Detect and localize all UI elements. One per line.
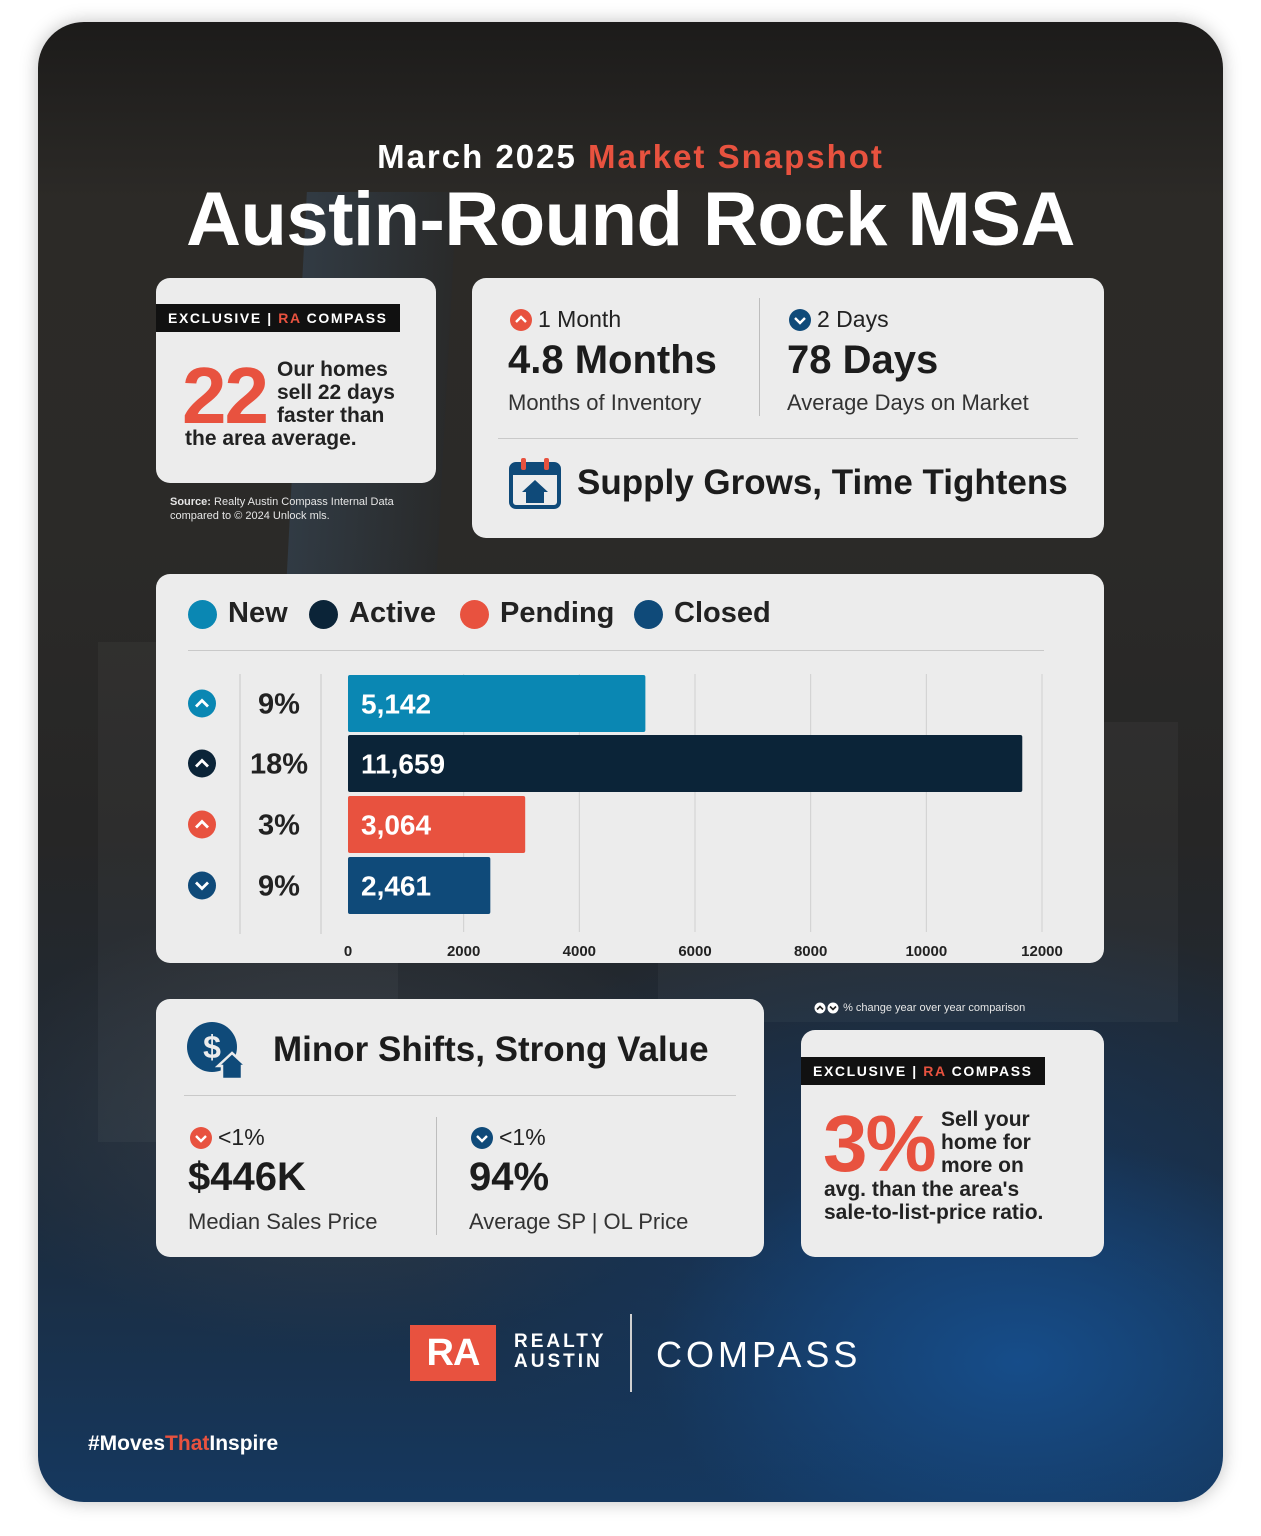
legend-pending-label: Pending — [500, 597, 615, 629]
card-divider — [184, 1095, 736, 1096]
sp-ol-label: Average SP | OL Price — [469, 1209, 689, 1234]
x-tick-label: 8000 — [794, 943, 827, 960]
infographic-poster: March 2025 Market Snapshot Austin-Round … — [38, 22, 1223, 1502]
x-tick-label: 4000 — [563, 943, 596, 960]
bar-value-label: 11,659 — [361, 749, 445, 780]
price-change: <1% — [190, 1123, 265, 1151]
legend-new-label: New — [228, 597, 288, 629]
down-arrow-icon — [789, 308, 811, 331]
realty-austin-logo-text: REALTY AUSTIN — [514, 1331, 607, 1372]
arrow-glyph — [195, 881, 209, 891]
bar-new — [348, 675, 646, 732]
dollar-house-icon: $ — [187, 1022, 250, 1081]
days-faster-number: 22 — [182, 351, 269, 440]
legend-pending-dot — [460, 600, 489, 629]
inventory-change: 1 Month — [510, 305, 621, 333]
calendar-house-icon — [509, 458, 561, 509]
page-subtitle: March 2025 Market Snapshot — [38, 138, 1223, 176]
date-label: March 2025 — [377, 138, 577, 175]
legend-active-dot — [309, 600, 338, 629]
bar-value-label: 3,064 — [361, 810, 431, 841]
arrow-glyph — [195, 758, 209, 768]
median-price-value: $446K — [188, 1155, 306, 1199]
dom-value: 78 Days — [787, 338, 939, 382]
svg-text:$: $ — [203, 1029, 221, 1065]
logo-divider — [630, 1314, 632, 1392]
days-faster-text: Our homes sell 22 days faster than — [277, 358, 395, 427]
change-percent: 9% — [258, 689, 300, 721]
dom-label: Average Days on Market — [787, 390, 1029, 415]
up-down-arrow-icon — [814, 1002, 839, 1014]
compass-logo: COMPASS — [656, 1334, 862, 1375]
up-arrow-icon — [188, 749, 216, 778]
stat-divider — [759, 298, 760, 416]
change-percent: 9% — [258, 871, 300, 903]
inventory-value: 4.8 Months — [508, 338, 717, 382]
change-percent: 18% — [250, 749, 308, 781]
exclusive-ratio-card: EXCLUSIVE | RA COMPASS 3% Sell your home… — [801, 1030, 1104, 1257]
bar-active — [348, 735, 1023, 792]
change-percent: 3% — [258, 810, 300, 842]
days-faster-text-tail: the area average. — [185, 427, 357, 450]
yoy-note: % change year over year comparison — [814, 1002, 1025, 1014]
ratio-change: <1% — [471, 1123, 546, 1151]
card-divider — [498, 438, 1078, 439]
arrow-glyph — [195, 698, 209, 708]
page-title: Austin-Round Rock MSA — [186, 177, 1075, 262]
bar-value-label: 2,461 — [361, 871, 431, 902]
down-arrow-icon — [188, 871, 216, 900]
bar-closed — [348, 857, 491, 914]
legend-new-dot — [188, 600, 217, 629]
value-card: $ Minor Shifts, Strong Value <1% $446K M… — [156, 999, 764, 1257]
legend-closed-dot — [634, 600, 663, 629]
bar-chart: 0 2000 4000 6000 8000 10000 12000 9% 5,142 18% 11,… — [188, 674, 1063, 960]
stat-divider — [436, 1117, 437, 1235]
bar-pending — [348, 796, 526, 853]
source-note: Source: Realty Austin Compass Internal D… — [170, 496, 394, 522]
ratio-percent: 3% — [823, 1099, 937, 1188]
legend-divider — [188, 650, 1044, 651]
ra-logo: RA — [410, 1325, 496, 1381]
exclusive-badge: EXCLUSIVE | RA COMPASS — [801, 1057, 1045, 1085]
hashtag: #MovesThatInspire — [88, 1432, 279, 1455]
down-arrow-icon — [190, 1126, 212, 1149]
value-headline: Minor Shifts, Strong Value — [273, 1030, 709, 1069]
dom-change: 2 Days — [789, 305, 889, 333]
up-arrow-icon — [510, 308, 532, 331]
inventory-label: Months of Inventory — [508, 390, 702, 415]
x-tick-label: 10000 — [905, 943, 947, 960]
down-arrow-icon — [471, 1126, 493, 1149]
x-tick-label: 6000 — [678, 943, 711, 960]
median-price-label: Median Sales Price — [188, 1209, 378, 1234]
listings-chart-card: New Active Pending Closed 0 2000 4000 6000 8… — [156, 574, 1104, 963]
up-arrow-icon — [188, 810, 216, 839]
supply-card: 1 Month 4.8 Months Months of Inventory 2… — [472, 278, 1104, 538]
x-tick-label: 2000 — [447, 943, 480, 960]
arrow-glyph — [195, 819, 209, 829]
exclusive-badge: EXCLUSIVE | RA COMPASS — [156, 304, 400, 332]
x-tick-label: 12000 — [1021, 943, 1063, 960]
exclusive-days-card: EXCLUSIVE | RA COMPASS 22 Our homes sell… — [156, 278, 436, 483]
supply-headline: Supply Grows, Time Tightens — [577, 463, 1068, 502]
x-tick-label: 0 — [344, 943, 352, 960]
ratio-text: Sell your home for more on — [941, 1108, 1031, 1177]
up-arrow-icon — [188, 689, 216, 718]
legend-closed-label: Closed — [674, 597, 771, 629]
legend-active-label: Active — [349, 597, 437, 629]
sp-ol-value: 94% — [469, 1155, 550, 1199]
bar-value-label: 5,142 — [361, 689, 431, 720]
ratio-text-tail: avg. than the area's sale-to-list-price … — [824, 1178, 1044, 1224]
subtitle-accent: Market Snapshot — [588, 138, 884, 175]
